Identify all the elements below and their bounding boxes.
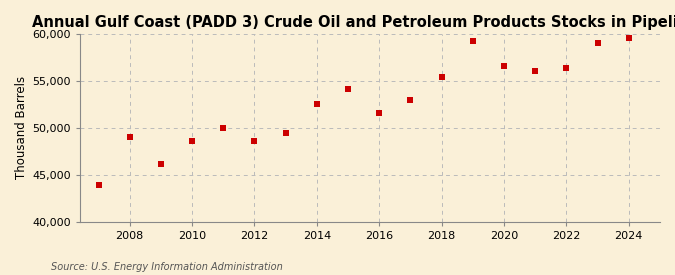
Y-axis label: Thousand Barrels: Thousand Barrels — [15, 76, 28, 179]
Point — [436, 75, 447, 79]
Point — [405, 97, 416, 102]
Point — [561, 65, 572, 70]
Point — [311, 102, 322, 106]
Point — [249, 139, 260, 143]
Point — [592, 41, 603, 46]
Point — [280, 130, 291, 135]
Point — [218, 126, 229, 130]
Point — [624, 35, 634, 40]
Point — [124, 135, 135, 139]
Point — [93, 183, 104, 187]
Point — [374, 111, 385, 115]
Point — [343, 87, 354, 92]
Point — [468, 39, 479, 44]
Point — [499, 64, 510, 68]
Title: Annual Gulf Coast (PADD 3) Crude Oil and Petroleum Products Stocks in Pipelines: Annual Gulf Coast (PADD 3) Crude Oil and… — [32, 15, 675, 30]
Text: Source: U.S. Energy Information Administration: Source: U.S. Energy Information Administ… — [51, 262, 282, 272]
Point — [155, 162, 166, 167]
Point — [187, 139, 198, 143]
Point — [530, 68, 541, 73]
